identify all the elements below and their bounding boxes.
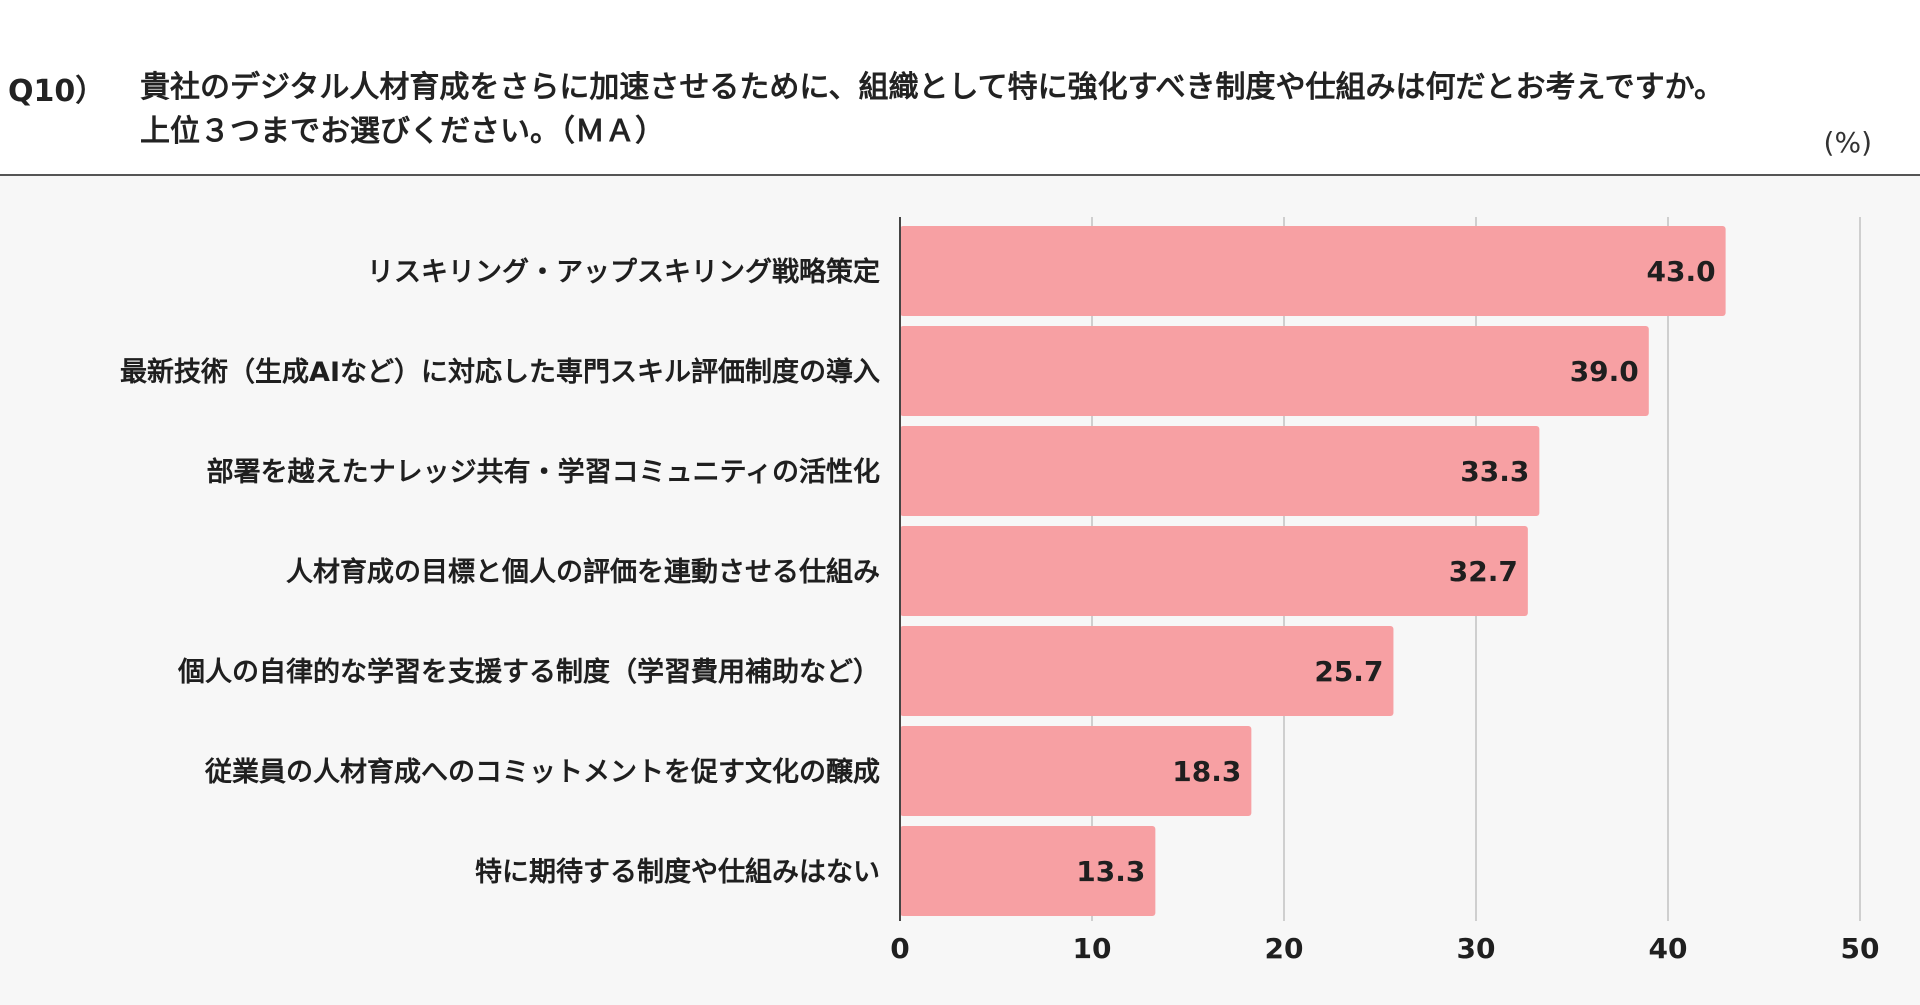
category-label-6: 従業員の人材育成へのコミットメントを促す文化の醸成 bbox=[204, 756, 880, 788]
x-tick-label-50: 50 bbox=[1841, 932, 1880, 965]
bar-1 bbox=[900, 226, 1726, 316]
category-label-3: 部署を越えたナレッジ共有・学習コミュニティの活性化 bbox=[207, 456, 880, 488]
chart-area: リスキリング・アップスキリング戦略策定 43.0 最新技術（生成AIなど）に対応した… bbox=[0, 176, 1920, 1005]
question-line-2: 上位３つまでお選びください。（ＭＡ） bbox=[140, 114, 665, 149]
question-text: 貴社のデジタル人材育成をさらに加速させるために、組織として特に強化すべき制度や仕… bbox=[140, 66, 1724, 154]
bar-7 bbox=[900, 826, 1156, 916]
x-tick-label-10: 10 bbox=[1073, 932, 1112, 965]
category-label-7: 特に期待する制度や仕組みはない bbox=[475, 856, 880, 888]
x-tick-label-20: 20 bbox=[1265, 932, 1304, 965]
x-tick-label-0: 0 bbox=[890, 932, 909, 965]
x-tick-label-30: 30 bbox=[1457, 932, 1496, 965]
category-label-2: 最新技術（生成AIなど）に対応した専門スキル評価制度の導入 bbox=[120, 356, 880, 388]
bar-chart: リスキリング・アップスキリング戦略策定 43.0 最新技術（生成AIなど）に対応した… bbox=[120, 217, 1880, 965]
bar-3 bbox=[900, 426, 1540, 516]
value-label-3: 33.3 bbox=[1460, 455, 1529, 488]
question-number: Q10） bbox=[8, 74, 106, 109]
unit-label: (%) bbox=[1823, 126, 1872, 159]
question-header: Q10） 貴社のデジタル人材育成をさらに加速させるために、組織として特に強化すべ… bbox=[0, 0, 1920, 176]
value-label-4: 32.7 bbox=[1449, 555, 1518, 588]
value-label-2: 39.0 bbox=[1570, 355, 1639, 388]
category-label-4: 人材育成の目標と個人の評価を連動させる仕組み bbox=[286, 556, 880, 588]
category-label-1: リスキリング・アップスキリング戦略策定 bbox=[367, 256, 880, 288]
value-label-1: 43.0 bbox=[1647, 255, 1716, 288]
bar-2 bbox=[900, 326, 1649, 416]
value-label-7: 13.3 bbox=[1076, 855, 1145, 888]
bar-6 bbox=[900, 726, 1252, 816]
value-label-5: 25.7 bbox=[1314, 655, 1383, 688]
x-tick-label-40: 40 bbox=[1649, 932, 1688, 965]
bar-5 bbox=[900, 626, 1394, 716]
question-line-1: 貴社のデジタル人材育成をさらに加速させるために、組織として特に強化すべき制度や仕… bbox=[140, 70, 1724, 105]
category-label-5: 個人の自律的な学習を支援する制度（学習費用補助など） bbox=[177, 656, 880, 688]
value-label-6: 18.3 bbox=[1172, 755, 1241, 788]
bar-4 bbox=[900, 526, 1528, 616]
